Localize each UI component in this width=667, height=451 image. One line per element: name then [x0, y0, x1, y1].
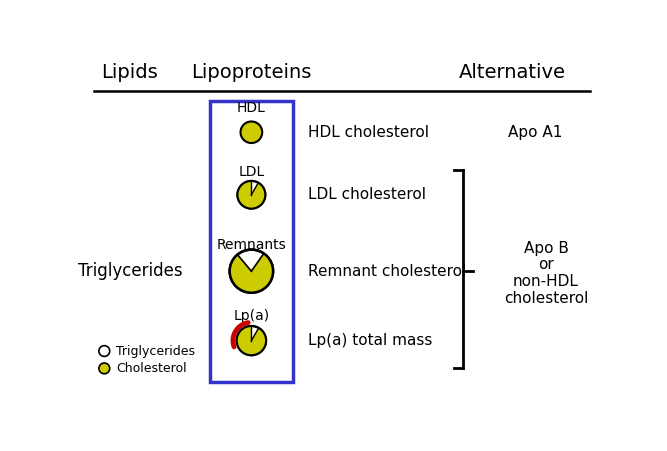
- Ellipse shape: [99, 363, 110, 374]
- Text: non-HDL: non-HDL: [513, 274, 579, 289]
- Ellipse shape: [237, 326, 266, 355]
- Text: LDL cholesterol: LDL cholesterol: [308, 187, 426, 202]
- Polygon shape: [237, 326, 266, 355]
- Ellipse shape: [229, 249, 273, 293]
- Text: Lipids: Lipids: [101, 63, 158, 82]
- Ellipse shape: [237, 181, 265, 209]
- Ellipse shape: [99, 345, 110, 356]
- Text: or: or: [538, 257, 554, 272]
- Polygon shape: [237, 181, 265, 209]
- Text: Alternative: Alternative: [459, 63, 566, 82]
- Ellipse shape: [241, 121, 262, 143]
- Text: Apo A1: Apo A1: [508, 125, 563, 140]
- Text: HDL cholesterol: HDL cholesterol: [308, 125, 430, 140]
- Text: cholesterol: cholesterol: [504, 291, 588, 306]
- Text: Lp(a): Lp(a): [233, 309, 269, 323]
- Text: LDL: LDL: [238, 165, 265, 179]
- Text: Remnants: Remnants: [217, 238, 286, 252]
- Text: Cholesterol: Cholesterol: [117, 362, 187, 375]
- Text: Triglycerides: Triglycerides: [77, 262, 182, 280]
- Text: Lp(a) total mass: Lp(a) total mass: [308, 333, 433, 348]
- Polygon shape: [229, 253, 273, 293]
- FancyBboxPatch shape: [210, 101, 293, 382]
- Text: Lipoproteins: Lipoproteins: [191, 63, 311, 82]
- Text: Apo B: Apo B: [524, 241, 568, 256]
- Text: Remnant cholesterol: Remnant cholesterol: [308, 264, 466, 279]
- Text: Triglycerides: Triglycerides: [117, 345, 195, 358]
- Text: HDL: HDL: [237, 101, 266, 115]
